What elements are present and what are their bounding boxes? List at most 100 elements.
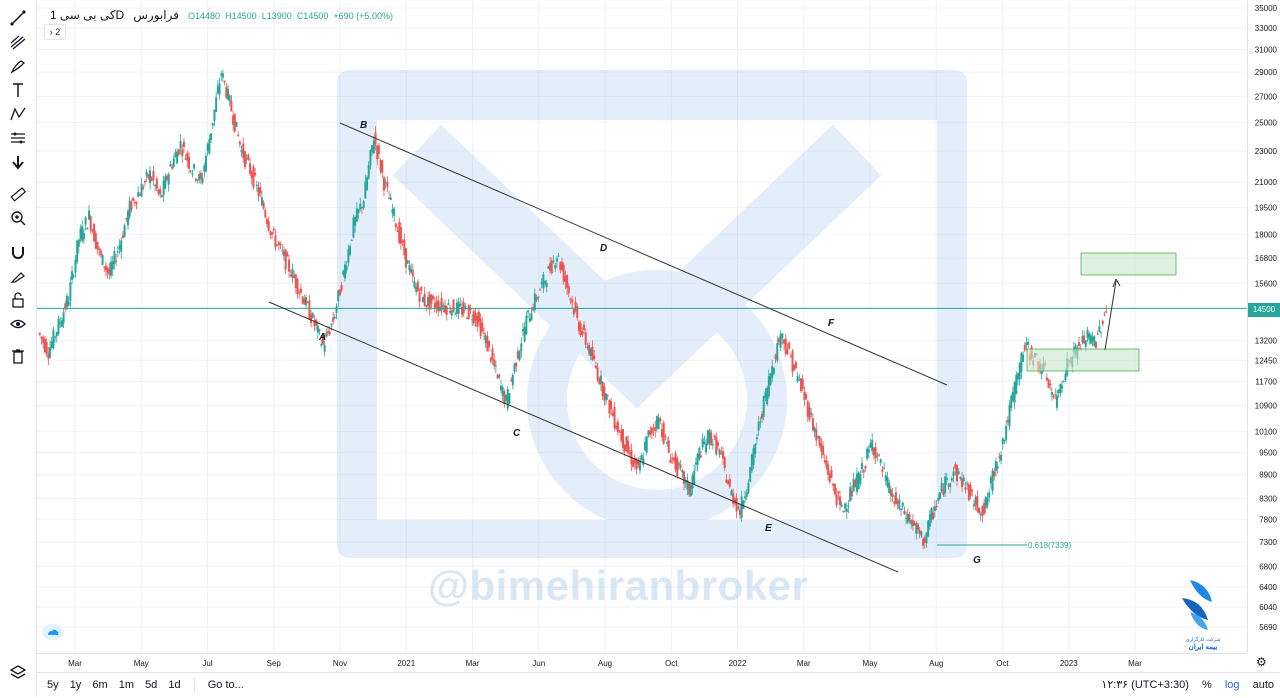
pitchfork-icon[interactable]	[6, 32, 30, 52]
candle-body	[598, 378, 601, 384]
candle-body	[505, 395, 508, 401]
candle-body	[413, 281, 416, 288]
price-tick-label: 10100	[1255, 428, 1278, 437]
candle-body	[742, 500, 745, 509]
eye-icon[interactable]	[6, 314, 30, 334]
brush-icon[interactable]	[6, 56, 30, 76]
candle-body	[518, 351, 521, 361]
candle-body	[555, 258, 558, 262]
axis-settings-icon[interactable]: ⚙	[1256, 655, 1267, 669]
candle-body	[740, 496, 743, 518]
candle-body	[371, 145, 374, 152]
auto-scale-toggle[interactable]: auto	[1252, 679, 1274, 691]
candle-body	[744, 496, 747, 499]
zoom-icon[interactable]	[6, 208, 30, 228]
candle-body	[442, 304, 445, 307]
candle-body	[589, 348, 592, 357]
candle-body	[167, 174, 170, 185]
candle-body	[121, 235, 124, 238]
candle-body	[238, 141, 241, 145]
trend-line-icon[interactable]	[6, 8, 30, 28]
candle-body	[206, 143, 209, 152]
pattern-icon[interactable]	[6, 104, 30, 124]
price-tick-label: 12450	[1255, 356, 1278, 365]
candle-body	[104, 265, 107, 271]
candle-body	[879, 459, 882, 463]
trash-icon[interactable]	[6, 346, 30, 366]
candle-body	[1078, 342, 1081, 346]
candle-body	[430, 294, 433, 304]
clock-timezone[interactable]: ۱۲:۳۶ (UTC+3:30)	[1101, 679, 1189, 691]
candle-body	[530, 313, 533, 321]
candle-body	[732, 492, 735, 504]
time-tick-label: May	[862, 659, 877, 668]
indicators-toggle-button[interactable]: › 2	[44, 24, 66, 40]
time-tick-label: Jun	[532, 659, 545, 668]
candle-body	[447, 303, 450, 305]
candle-body	[854, 479, 857, 488]
candle-body	[679, 464, 682, 468]
candle-body	[869, 443, 872, 448]
candle-body	[720, 452, 723, 454]
log-scale-toggle[interactable]: log	[1224, 679, 1240, 691]
candle-body	[967, 484, 970, 501]
candle-body	[367, 165, 370, 179]
candle-body	[1010, 395, 1013, 408]
lock-icon[interactable]	[6, 290, 30, 310]
candle-body	[164, 176, 167, 189]
channel-lower-line	[268, 301, 899, 573]
candle-body	[220, 73, 223, 76]
candle-body	[257, 187, 260, 197]
candle-body	[196, 179, 199, 181]
percent-scale-toggle[interactable]: %	[1201, 679, 1212, 691]
candle-body	[916, 524, 919, 530]
candle-body	[165, 175, 168, 180]
candle-body	[60, 320, 63, 327]
candle-body	[1062, 381, 1065, 383]
range-6m-button[interactable]: 6m	[92, 679, 108, 691]
candle-body	[747, 482, 750, 493]
chart-settings-cloud-icon[interactable]	[42, 624, 64, 640]
price-tick-label: 6800	[1259, 562, 1277, 571]
time-axis[interactable]: Mar May Jul Sep Nov 2021 Mar Jun Aug Oct 2022 Mar Ma…	[37, 653, 1247, 672]
time-tick-label: Mar	[797, 659, 811, 668]
text-icon[interactable]	[6, 80, 30, 100]
range-5d-button[interactable]: 5d	[145, 679, 158, 691]
range-1d-button[interactable]: 1d	[168, 679, 181, 691]
logo-line-2: بیمه ایران	[1188, 644, 1218, 651]
candle-body	[49, 347, 52, 358]
candle-body	[345, 266, 348, 271]
candle-body	[335, 306, 338, 313]
candle-body	[1000, 454, 1003, 461]
ruler-icon[interactable]	[6, 184, 30, 204]
candle-body	[1055, 395, 1058, 408]
layers-icon[interactable]	[6, 662, 30, 682]
candle-body	[325, 333, 328, 337]
candle-body	[825, 460, 828, 468]
candle-body	[204, 155, 207, 172]
candle-body	[601, 382, 604, 396]
candle-body	[388, 198, 391, 200]
range-1m-button[interactable]: 1m	[118, 679, 134, 691]
prediction-icon[interactable]	[6, 128, 30, 148]
magnet-icon[interactable]	[6, 242, 30, 262]
candle-body	[521, 329, 524, 332]
legend-symbol: فرابورس	[133, 8, 179, 22]
candle-body	[955, 465, 958, 482]
candle-body	[349, 246, 352, 255]
goto-date-button[interactable]: Go to...	[207, 679, 244, 691]
swing-label-c: C	[513, 428, 521, 439]
candle-body	[837, 491, 840, 494]
swing-label-e: E	[765, 523, 772, 534]
lock-drawing-icon[interactable]	[6, 266, 30, 286]
arrow-down-icon[interactable]	[6, 152, 30, 172]
candle-body	[693, 470, 696, 485]
candle-body	[540, 282, 543, 284]
range-1y-button[interactable]: 1y	[69, 679, 82, 691]
chart-pane[interactable]: 0.618(7339) A B C D E F G	[37, 0, 1247, 653]
range-5y-button[interactable]: 5y	[47, 679, 59, 691]
candle-body	[839, 496, 841, 505]
candle-body	[974, 497, 977, 506]
candle-body	[98, 248, 101, 251]
price-axis[interactable]: 35000 33000 31000 29000 27000 25000 23000 21000…	[1247, 0, 1280, 653]
